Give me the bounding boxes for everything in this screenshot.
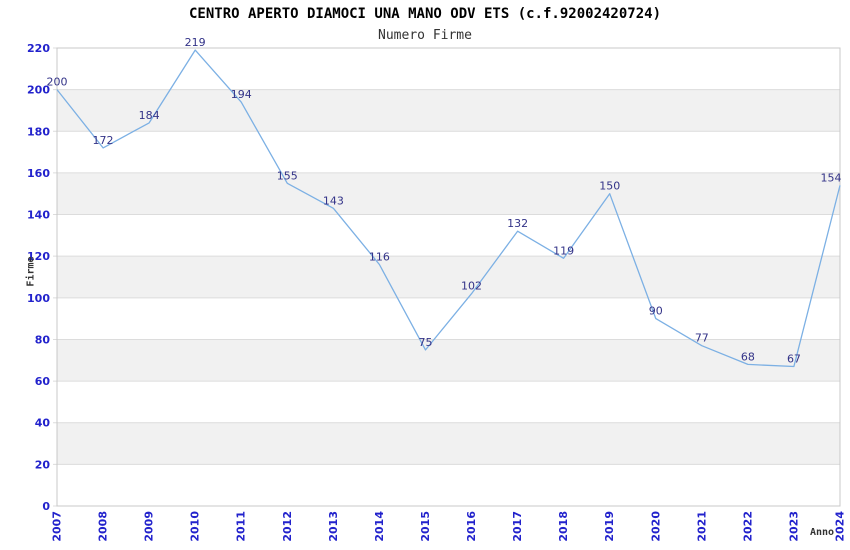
svg-text:2008: 2008 (97, 511, 110, 542)
svg-text:80: 80 (35, 333, 51, 346)
y-axis-title: Firme (25, 256, 37, 287)
chart-subtitle: Numero Firme (378, 28, 472, 43)
x-tick-labels: 2007 2008 2009 2010 2011 2012 2013 2014 2015 2016… (51, 511, 847, 542)
svg-text:2020: 2020 (649, 511, 662, 542)
svg-text:2011: 2011 (235, 511, 248, 542)
svg-text:75: 75 (418, 336, 432, 349)
svg-text:219: 219 (185, 36, 206, 49)
gridlines (53, 47, 840, 507)
svg-text:220: 220 (27, 42, 50, 55)
svg-text:200: 200 (47, 76, 68, 89)
series-line (56, 49, 841, 368)
svg-text:194: 194 (231, 88, 252, 101)
svg-text:154: 154 (821, 171, 842, 184)
svg-text:132: 132 (507, 217, 528, 230)
data-labels: 200 172 184 219 194 155 143 116 75 102 132 119 150 90… (47, 36, 842, 365)
svg-text:2022: 2022 (741, 511, 754, 542)
svg-text:102: 102 (461, 280, 482, 293)
svg-text:2010: 2010 (189, 511, 202, 542)
svg-text:100: 100 (27, 292, 50, 305)
svg-text:2023: 2023 (787, 511, 800, 542)
svg-text:2009: 2009 (143, 511, 156, 542)
svg-text:184: 184 (139, 109, 160, 122)
svg-text:120: 120 (27, 250, 50, 263)
svg-text:2015: 2015 (419, 511, 432, 542)
svg-text:90: 90 (649, 305, 663, 318)
svg-text:2007: 2007 (51, 511, 64, 542)
svg-text:150: 150 (599, 180, 620, 193)
svg-text:2024: 2024 (834, 511, 847, 542)
svg-text:2017: 2017 (511, 511, 524, 542)
svg-text:2013: 2013 (327, 511, 340, 542)
svg-text:20: 20 (35, 458, 51, 471)
y-tick-labels: 0 20 40 60 80 100 120 140 160 180 200 220 (27, 42, 50, 513)
svg-text:180: 180 (27, 125, 50, 138)
svg-text:140: 140 (27, 209, 50, 222)
svg-text:2018: 2018 (557, 511, 570, 542)
chart-title: CENTRO APERTO DIAMOCI UNA MANO ODV ETS (… (188, 6, 661, 22)
svg-text:143: 143 (323, 194, 344, 207)
svg-text:0: 0 (42, 500, 50, 513)
svg-text:116: 116 (369, 251, 390, 264)
svg-text:2021: 2021 (695, 511, 708, 542)
svg-text:2012: 2012 (281, 511, 294, 542)
x-axis-title: Anno (810, 527, 835, 538)
svg-text:77: 77 (695, 332, 709, 345)
plot-bands (57, 89, 840, 465)
svg-text:2014: 2014 (373, 511, 386, 542)
svg-text:155: 155 (277, 169, 298, 182)
svg-text:172: 172 (93, 134, 114, 147)
svg-text:2016: 2016 (465, 511, 478, 542)
svg-text:2019: 2019 (603, 511, 616, 542)
svg-text:160: 160 (27, 167, 50, 180)
plot-border (56, 47, 841, 507)
svg-text:60: 60 (35, 375, 51, 388)
svg-text:68: 68 (741, 350, 755, 363)
svg-text:200: 200 (27, 84, 50, 97)
svg-text:119: 119 (553, 244, 574, 257)
svg-text:40: 40 (35, 417, 51, 430)
svg-text:67: 67 (787, 353, 801, 366)
